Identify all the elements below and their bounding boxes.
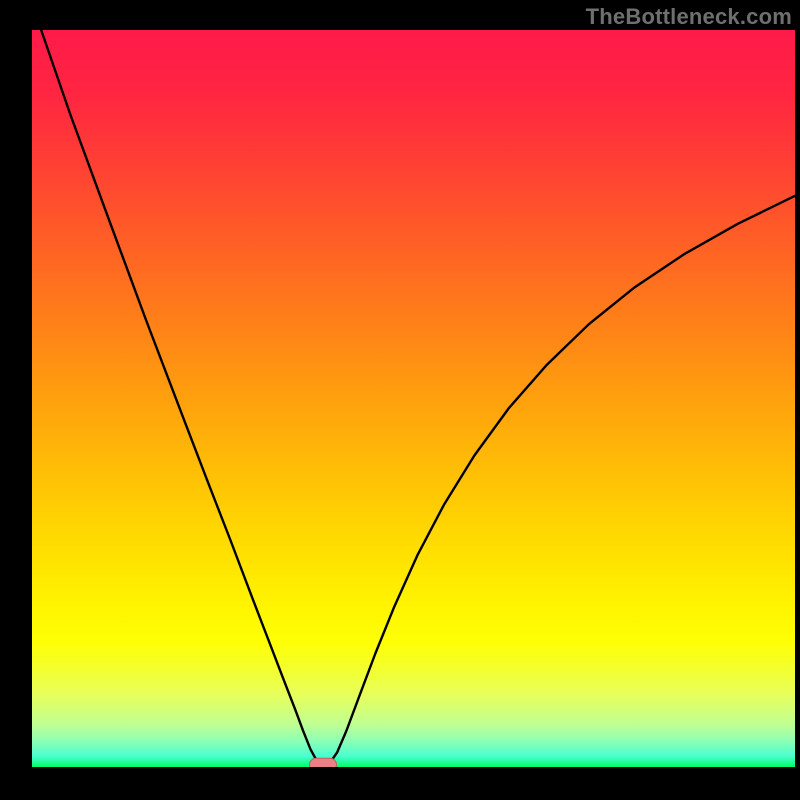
- bottleneck-curve: [32, 30, 795, 767]
- minimum-marker: [309, 758, 337, 767]
- watermark-text: TheBottleneck.com: [586, 4, 792, 30]
- plot-area: [32, 30, 795, 767]
